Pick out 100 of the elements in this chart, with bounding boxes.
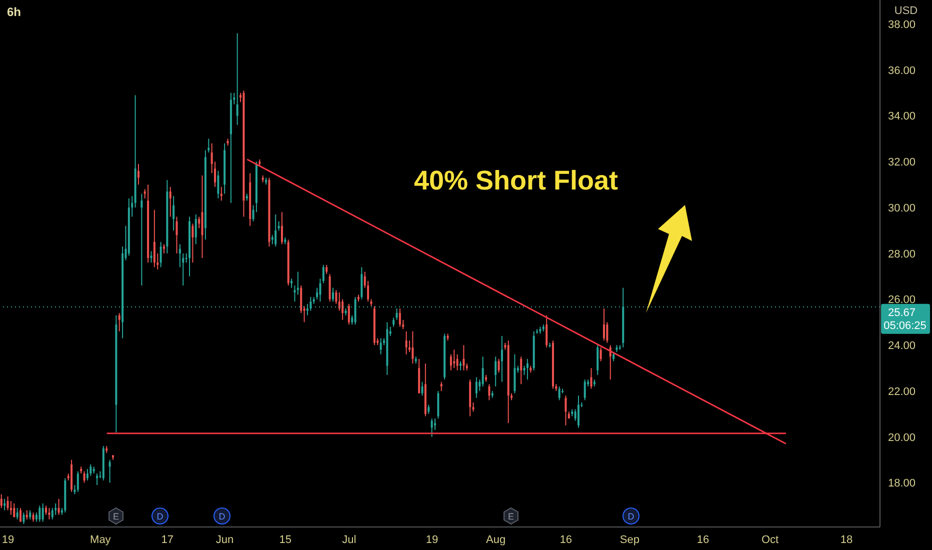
candlestick	[54, 502, 57, 516]
candlestick	[0, 494, 2, 508]
y-tick-label: 22.00	[888, 386, 916, 398]
candlestick	[482, 356, 484, 387]
y-tick-label: 30.00	[888, 202, 916, 214]
candlestick	[590, 368, 592, 390]
candlestick	[322, 264, 324, 284]
candlestick	[338, 292, 340, 312]
candlestick	[392, 317, 395, 328]
candlestick	[412, 330, 414, 364]
candlestick	[83, 470, 86, 484]
candlestick	[453, 349, 456, 369]
candlestick	[398, 308, 401, 328]
candlestick	[462, 344, 465, 371]
x-tick-label: 18	[840, 534, 853, 546]
candlestick	[428, 404, 430, 414]
x-tick-label: Sep	[620, 534, 640, 546]
candlestick	[76, 470, 79, 492]
candlestick	[434, 418, 436, 430]
candlestick	[440, 381, 442, 392]
candlestick	[494, 356, 497, 387]
candlestick	[20, 507, 22, 522]
annotation: D	[628, 512, 635, 522]
candlestick	[192, 223, 194, 264]
candlestick	[38, 505, 41, 522]
annotation: D	[218, 512, 226, 522]
candlestick	[51, 507, 54, 520]
candlestick	[108, 459, 111, 484]
candlestick	[16, 507, 18, 520]
candlestick	[584, 379, 586, 401]
candlestick	[596, 344, 599, 376]
candlestick	[140, 193, 143, 286]
x-tick-label: 16	[560, 534, 572, 546]
candlestick	[558, 386, 560, 401]
candlestick	[280, 212, 283, 245]
candlestick	[574, 408, 576, 422]
candlestick	[564, 395, 567, 426]
x-tick-label: Oct	[761, 534, 779, 546]
candlestick	[162, 244, 165, 254]
candlestick	[22, 512, 25, 525]
candlestick	[178, 244, 181, 268]
y-tick-label: 26.00	[888, 294, 916, 306]
candlestick	[217, 170, 220, 199]
candlestick	[498, 358, 500, 374]
y-tick-label: 38.00	[888, 18, 916, 31]
candlestick	[430, 418, 433, 438]
candlestick	[13, 502, 16, 518]
candlestick	[475, 376, 478, 398]
candlestick	[326, 264, 328, 275]
annotation: E	[112, 512, 120, 522]
candlestick	[74, 484, 76, 495]
candlestick	[602, 308, 605, 342]
candlestick	[58, 498, 60, 516]
circle-icon: D	[214, 508, 230, 524]
candlestick	[29, 510, 32, 520]
candlestick	[472, 402, 474, 412]
x-tick-label: May	[90, 534, 112, 546]
x-tick-label: Jul	[342, 534, 356, 546]
y-tick-label: 28.00	[888, 248, 916, 260]
candlestick	[32, 512, 34, 522]
candlestick	[332, 287, 334, 302]
candlestick	[160, 241, 162, 268]
candlestick	[437, 390, 440, 420]
x-tick-label: Jun	[216, 534, 234, 546]
candlestick	[360, 266, 363, 300]
candlestick	[176, 216, 178, 254]
annotation: 40% Short Float	[414, 166, 618, 196]
candlestick	[236, 32, 238, 126]
candlestick	[405, 330, 408, 355]
y-tick-label: 24.00	[888, 340, 916, 352]
candlestick	[150, 250, 152, 264]
candlestick	[48, 507, 50, 520]
candlestick	[45, 505, 48, 516]
candlestick	[577, 395, 580, 428]
candlestick	[488, 384, 490, 401]
candlestick	[294, 285, 296, 302]
candlestick	[348, 303, 350, 325]
annotation: E	[508, 512, 514, 522]
candlestick	[194, 214, 197, 245]
chart-title: 6h	[7, 5, 22, 19]
candlestick	[274, 214, 277, 248]
candlestick	[600, 346, 602, 362]
candlestick	[42, 502, 44, 522]
y-tick-label: 18.00	[888, 478, 916, 490]
annotation: D	[156, 512, 164, 522]
candlestick	[169, 186, 172, 218]
x-tick-label: 17	[161, 534, 174, 546]
candlestick	[396, 308, 398, 320]
candlestick	[300, 285, 302, 314]
y-tick-label: 34.00	[888, 110, 916, 123]
x-tick-label: 19	[2, 534, 14, 546]
candlestick	[456, 354, 458, 371]
candlestick	[90, 464, 92, 476]
candlestick	[35, 512, 38, 522]
circle-icon: D	[622, 508, 640, 524]
candlestick	[526, 358, 528, 380]
candlestick	[328, 274, 331, 302]
candlestick	[153, 209, 156, 268]
candlestick	[514, 354, 516, 394]
text: 05:06:25	[884, 320, 926, 332]
